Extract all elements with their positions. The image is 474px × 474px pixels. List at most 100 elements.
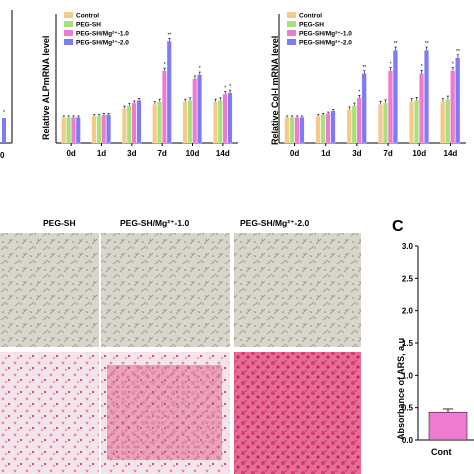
col1-sig-mark: * <box>421 64 423 70</box>
ars-y-tick-label: 0.0 <box>402 436 414 445</box>
col1-bar <box>320 114 326 144</box>
alp-bar <box>61 117 67 144</box>
alp-bar <box>217 100 223 144</box>
alp-bar <box>106 114 111 144</box>
col1-bar <box>361 73 367 144</box>
col1-legend-label: Control <box>299 13 322 20</box>
alp-y-axis-label: Relative ALPmRNA level <box>41 36 51 140</box>
alp-x-tick-label: 14d <box>216 149 230 158</box>
micro-stain-patch-2 <box>107 365 222 460</box>
col1-bar <box>294 117 300 144</box>
col1-legend-swatch <box>287 30 296 36</box>
alp-chart: Relative ALPmRNA level 0d 1d 3d 7d 10d 14d **… <box>41 12 238 158</box>
alp-bar <box>197 74 202 144</box>
col1-bar <box>440 101 446 144</box>
col1-y-axis-label: Relative Col-I mRNA level <box>270 36 280 145</box>
alp-bar <box>222 93 228 144</box>
col1-legend-label: PEG-SH/Mg²⁺-1.0 <box>299 31 352 38</box>
alp-bar <box>187 100 193 144</box>
col1-bar <box>445 98 451 144</box>
col1-bar <box>387 70 393 144</box>
col1-sig-mark: ** <box>456 49 460 55</box>
col1-bar <box>377 104 383 144</box>
col1-bar <box>419 73 424 144</box>
ars-y-tick-label: 3.0 <box>402 242 414 251</box>
micro-grid <box>0 233 361 474</box>
col1-bar <box>450 70 456 144</box>
alp-legend-label: PEG-SH/Mg²⁺-2.0 <box>76 40 129 47</box>
col1-bar <box>289 117 295 144</box>
micro-image-gray-1 <box>0 233 99 347</box>
alp-bar <box>212 101 218 144</box>
col1-bar <box>424 49 429 144</box>
ars-y-tick-label: 2.5 <box>402 274 414 283</box>
col1-x-tick-label: 14d <box>444 149 458 158</box>
alp-sig-mark: * <box>164 62 166 68</box>
alp-bar <box>101 114 107 144</box>
partial-tick-label: 0 <box>0 151 5 160</box>
alp-bar <box>91 115 97 144</box>
alp-sig-mark: * <box>224 85 226 91</box>
col1-bar <box>284 117 290 144</box>
col1-legend-label: PEG-SH/Mg²⁺-2.0 <box>299 40 352 47</box>
col1-chart: Relative Col-I mRNA level 0d 1d 3d 7d 10d 14d… <box>270 12 466 158</box>
alp-legend-label: PEG-SH <box>76 22 101 29</box>
alp-legend-swatch <box>64 21 73 27</box>
col1-sig-mark: ** <box>394 41 398 47</box>
alp-bar <box>166 40 172 144</box>
alp-x-tick-label: 7d <box>157 149 166 158</box>
alp-sig-mark: * <box>229 84 231 90</box>
col1-legend-swatch <box>287 39 296 45</box>
alp-sig-mark: * <box>199 66 201 72</box>
col1-x-tick-label: 7d <box>383 149 392 158</box>
ars-y-tick-label: 2.0 <box>402 307 414 316</box>
alp-bar <box>157 101 162 144</box>
col1-legend-swatch <box>287 12 296 18</box>
alp-legend-swatch <box>64 12 73 18</box>
partial-bar <box>2 118 6 143</box>
col1-sig-mark: * <box>390 62 392 68</box>
col1-bar <box>325 113 331 144</box>
ars-x-tick-label: Cont <box>431 447 452 457</box>
col1-bar <box>351 105 357 144</box>
alp-bar <box>182 101 188 144</box>
col1-bar <box>392 49 398 144</box>
col1-legend-swatch <box>287 21 296 27</box>
alp-bar <box>75 117 81 144</box>
col1-bar <box>382 102 388 144</box>
col1-sig-mark: * <box>358 89 360 95</box>
alp-bar <box>121 108 127 144</box>
micro-image-pink-1 <box>0 352 99 474</box>
panel-letter-c: C <box>392 218 404 235</box>
alp-legend-label: Control <box>76 13 99 20</box>
ars-y-tick-label: 0.5 <box>402 404 414 413</box>
alp-x-tick-label: 10d <box>186 149 200 158</box>
alp-bar <box>227 92 233 144</box>
col1-x-tick-label: 1d <box>321 149 330 158</box>
alp-bar <box>71 117 76 144</box>
col1-bar <box>299 117 305 144</box>
col1-bar <box>414 100 420 144</box>
ars-chart: Absorbance of ARS, a.u 0.0 0.5 1.0 1.5 2.0 2.… <box>396 242 474 457</box>
alp-bar <box>131 102 137 144</box>
micro-title-2: PEG-SH/Mg²⁺-1.0 <box>120 218 189 228</box>
col1-sig-mark: ** <box>362 65 366 71</box>
partial-left-panel: * 0 <box>0 10 13 160</box>
alp-bar <box>192 78 198 144</box>
micro-title-3: PEG-SH/Mg²⁺-2.0 <box>240 218 309 228</box>
micro-image-gray-2 <box>101 233 230 347</box>
ars-bar <box>428 411 468 441</box>
col1-bar <box>315 115 321 144</box>
ars-y-axis-label: Absorbance of ARS, a.u <box>396 338 406 440</box>
alp-legend-label: PEG-SH/Mg²⁺-1.0 <box>76 31 129 38</box>
col1-bar <box>356 97 362 144</box>
col1-x-tick-label: 10d <box>412 149 426 158</box>
col1-x-tick-label: 3d <box>352 149 361 158</box>
alp-bar <box>96 115 102 144</box>
alp-legend-swatch <box>64 39 73 45</box>
micro-image-gray-3 <box>234 233 361 347</box>
col1-sig-mark: ** <box>425 41 429 47</box>
col1-bar <box>409 101 415 144</box>
alp-bar <box>162 70 167 144</box>
